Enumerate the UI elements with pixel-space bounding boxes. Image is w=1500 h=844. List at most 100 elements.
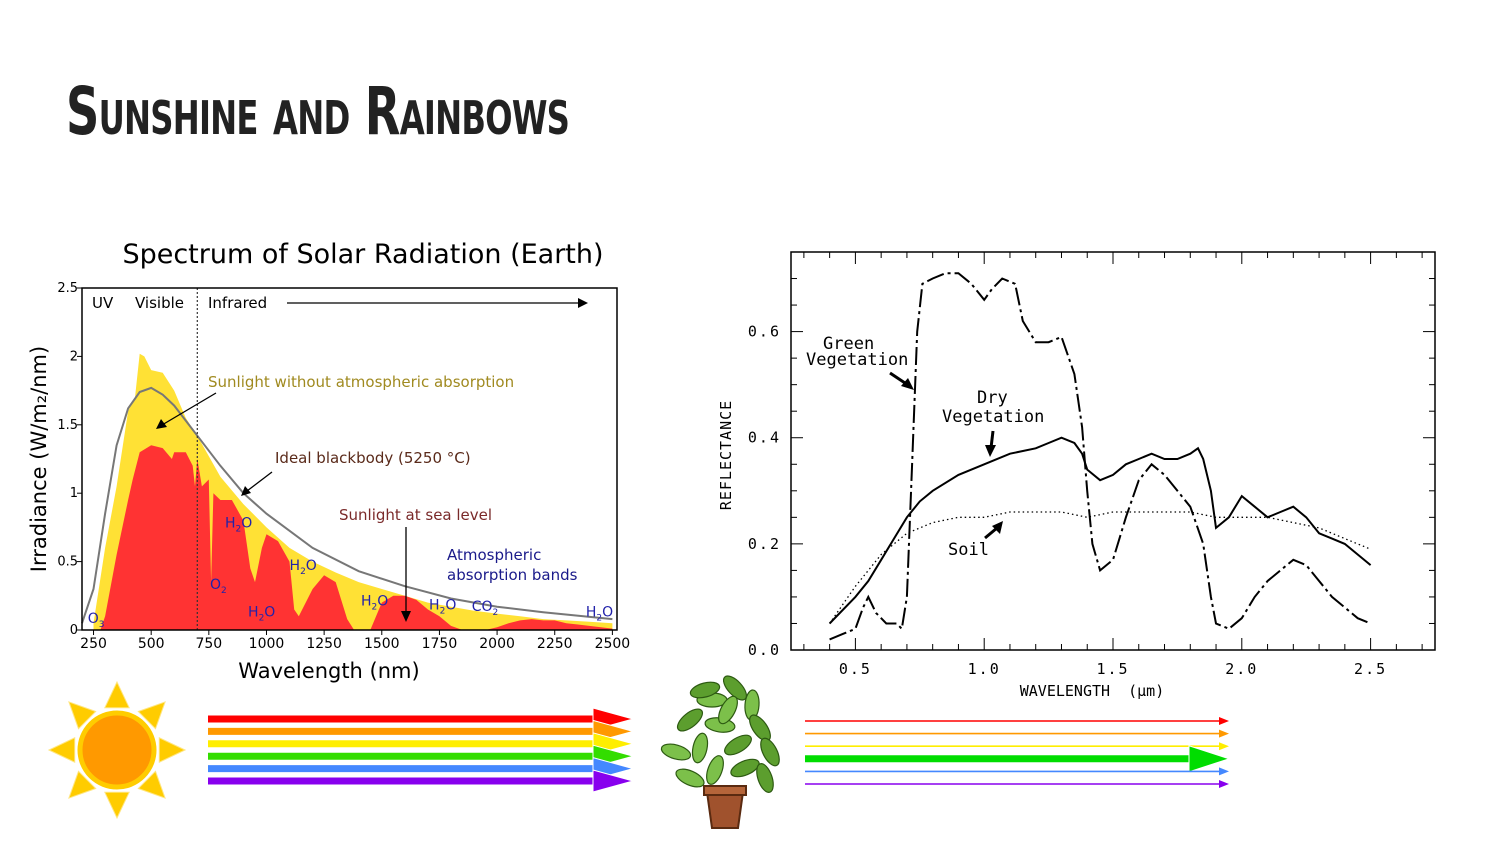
slide-title: Sunshine and Rainbows <box>66 73 570 150</box>
plant-leaf <box>722 675 748 701</box>
plant-icon <box>660 675 780 829</box>
solar-x-tick-label: 2250 <box>537 636 573 652</box>
solar-x-label: Wavelength (nm) <box>238 659 419 683</box>
sea-level-spectrum-area <box>100 445 613 630</box>
solar-chart-title: Spectrum of Solar Radiation (Earth) <box>122 239 603 270</box>
uv-region-label: UV <box>92 294 114 312</box>
plant-leaf <box>689 681 721 699</box>
no-absorption-annotation: Sunlight without atmospheric absorption <box>208 373 514 391</box>
solar-y-label: Irradiance (W/m₂/nm) <box>27 346 51 572</box>
sun-ray <box>158 737 187 763</box>
refl-x-tick-label: 1.0 <box>968 660 1001 678</box>
plant-leaf <box>756 763 774 793</box>
reflected-ray-dominant-head <box>1188 745 1231 773</box>
incoming-ray-head <box>592 769 635 793</box>
reflected-light-rays <box>805 717 1231 788</box>
solar-x-tick-label: 2500 <box>595 636 631 652</box>
blackbody-curve <box>81 386 613 624</box>
soil-pointer-head <box>992 521 1003 534</box>
dry-vegetation-curve <box>828 436 1372 625</box>
absorber-label: H2O <box>429 597 456 616</box>
soil-label: Soil <box>948 540 989 560</box>
refl-y-label: REFLECTANCE <box>717 400 735 510</box>
solar-y-tick-label: 2 <box>70 349 78 364</box>
blackbody-pointer-head <box>241 486 251 496</box>
solar-x-tick-label: 1250 <box>306 636 342 652</box>
sun-ray <box>137 701 166 730</box>
absorber-label: H2O <box>361 593 388 612</box>
refl-x-tick-label: 2.5 <box>1354 660 1387 678</box>
absorption-bands-annotation-1: Atmospheric <box>447 546 541 564</box>
solar-y-tick-label: 1 <box>70 486 78 501</box>
refl-y-tick-label: 0.0 <box>748 641 781 659</box>
sun-ray <box>68 770 97 799</box>
absorber-label: O2 <box>210 577 227 596</box>
absorber-label: CO2 <box>472 599 499 618</box>
refl-plot-frame <box>790 251 1436 651</box>
absorption-bands-annotation-2: absorption bands <box>447 566 578 584</box>
plant-leaf <box>724 734 752 756</box>
solar-x-tick-label: 1750 <box>422 636 458 652</box>
solar-y-tick-label: 0 <box>70 623 78 638</box>
refl-x-label: WAVELENGTH (μm) <box>1020 682 1165 700</box>
refl-x-tick-label: 1.5 <box>1096 660 1129 678</box>
absorber-label: H2O <box>225 515 252 534</box>
refl-x-tick-label: 2.0 <box>1225 660 1258 678</box>
plant-leaf <box>760 737 780 767</box>
plant-leaf <box>675 768 705 788</box>
refl-y-tick-label: 0.2 <box>748 535 781 553</box>
blackbody-annotation: Ideal blackbody (5250 °C) <box>275 449 471 467</box>
absorber-label: H2O <box>248 604 275 623</box>
plant-leaf <box>660 743 692 761</box>
refl-x-tick-label: 0.5 <box>839 660 872 678</box>
green-vegetation-label-1: Green <box>823 334 874 354</box>
sun-ray <box>104 680 130 709</box>
reflection-illustration <box>47 675 1231 829</box>
sun-ray <box>68 701 97 730</box>
sun-ray <box>104 791 130 820</box>
green-vegetation-curve <box>829 272 1371 641</box>
reflected-ray-head <box>1219 742 1229 751</box>
solar-spectrum-chart: Spectrum of Solar Radiation (Earth) 250 5… <box>27 239 630 683</box>
refl-y-tick-label: 0.6 <box>748 323 781 341</box>
reflected-ray-head <box>1219 767 1229 776</box>
solar-x-tick-label: 1000 <box>249 636 285 652</box>
solar-y-tick-label: 1.5 <box>57 418 78 433</box>
reflectance-plot-area: 0.5 1.0 1.5 2.0 2.5 0.0 0.2 0.4 0.6 Green Vegetati… <box>748 251 1436 678</box>
sun-ray <box>47 737 76 763</box>
dry-vegetation-label-2: Vegetation <box>942 407 1044 427</box>
sea-level-annotation: Sunlight at sea level <box>339 506 492 524</box>
sea-level-pointer-head <box>401 611 411 622</box>
solar-plot-area: 250 500 750 1000 1250 1500 1750 2000 2250 2500 0 0.… <box>57 281 630 652</box>
solar-x-tick-label: 1500 <box>364 636 400 652</box>
sun-icon <box>47 680 187 820</box>
plant-leaf <box>691 732 709 764</box>
soil-pointer <box>984 526 998 540</box>
sun-disc <box>77 710 157 790</box>
absorber-label: O3 <box>88 611 105 630</box>
incoming-light-rays <box>208 707 635 793</box>
no-absorption-pointer-head <box>156 419 167 429</box>
infrared-region-label: Infrared <box>208 294 267 312</box>
infrared-arrow-head <box>578 298 588 308</box>
sun-ray <box>137 770 166 799</box>
refl-y-tick-label: 0.4 <box>748 429 781 447</box>
reflected-ray-head <box>1219 717 1229 725</box>
absorber-label: H2O <box>586 604 613 623</box>
solar-x-tick-label: 2000 <box>479 636 515 652</box>
solar-x-tick-label: 500 <box>138 636 165 652</box>
solar-y-tick-label: 2.5 <box>57 281 78 296</box>
plant-leaf <box>718 695 738 725</box>
plant-pot <box>705 791 745 829</box>
plant-leaf <box>706 755 724 785</box>
visible-region-label: Visible <box>135 294 184 312</box>
reflected-ray-head <box>1219 729 1229 738</box>
reflected-ray-head <box>1219 780 1229 788</box>
solar-y-tick-label: 0.5 <box>57 555 78 570</box>
solar-x-tick-label: 750 <box>195 636 222 652</box>
blackbody-pointer <box>246 471 273 492</box>
plant-leaf <box>730 758 760 778</box>
plant-leaf <box>676 708 704 732</box>
solar-x-tick-label: 250 <box>80 636 107 652</box>
dry-vegetation-label-1: Dry <box>977 388 1008 408</box>
